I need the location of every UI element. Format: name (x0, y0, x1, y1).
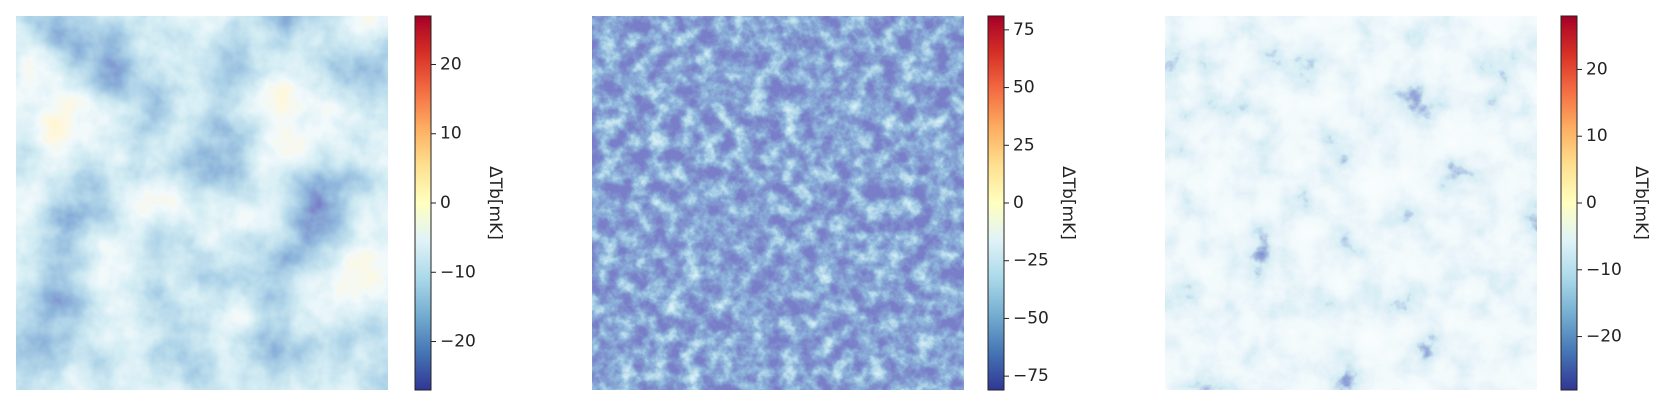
colorbar-tick-label: 10 (1586, 126, 1608, 146)
colorbar-tick-label: 25 (1013, 135, 1035, 155)
colorbar-tick-label: 50 (1013, 78, 1035, 98)
colorbar-tick-label: −20 (1586, 327, 1622, 347)
colorbar-label: ΔTb[mK] (485, 166, 505, 240)
heatmap-image (16, 16, 388, 390)
colorbar (414, 15, 432, 391)
colorbar-tick-label: 75 (1013, 20, 1035, 40)
colorbar-tick-label: 20 (440, 54, 462, 74)
colorbar-tick-label: 0 (1013, 193, 1024, 213)
colorbar (1560, 15, 1578, 391)
colorbar-tick-label: 0 (1586, 193, 1597, 213)
colorbar-label: ΔTb[mK] (1058, 166, 1078, 240)
heatmap-image (592, 16, 964, 390)
colorbar-tick-label: −10 (1586, 260, 1622, 280)
colorbar-tick-label: −50 (1013, 308, 1049, 328)
colorbar-tick-label: −20 (440, 332, 476, 352)
heatmap-image (1165, 16, 1537, 390)
colorbar-tick-label: −75 (1013, 366, 1049, 386)
colorbar-tick-label: 20 (1586, 59, 1608, 79)
colorbar-tick-label: −10 (440, 262, 476, 282)
colorbar-tick-label: 10 (440, 124, 462, 144)
colorbar-tick-label: −25 (1013, 251, 1049, 271)
colorbar-tick-label: 0 (440, 193, 451, 213)
colorbar (987, 15, 1005, 391)
colorbar-label: ΔTb[mK] (1631, 166, 1651, 240)
